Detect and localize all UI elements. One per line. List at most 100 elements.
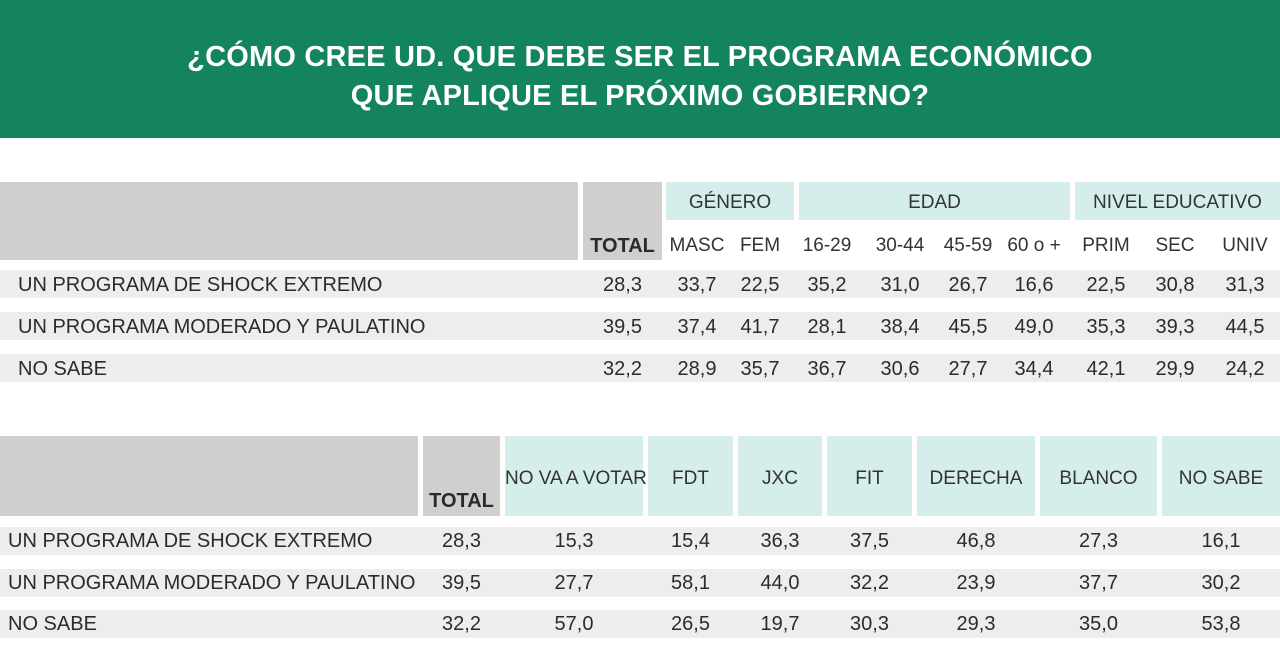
header-blank-cell — [0, 182, 578, 260]
data-cell: 35,0 — [1079, 613, 1118, 635]
data-cell: 15,4 — [671, 530, 710, 552]
data-cell: 27,7 — [948, 358, 988, 380]
data-cell: 42,1 — [1086, 358, 1126, 380]
data-cell: 44,5 — [1225, 316, 1265, 338]
column-header: 16-29 — [802, 235, 852, 256]
total-value: 28,3 — [442, 530, 481, 552]
group-header-label: GÉNERO — [688, 192, 772, 213]
row-label: UN PROGRAMA DE SHOCK EXTREMO — [8, 530, 373, 552]
column-header: NO VA A VOTAR — [505, 468, 647, 489]
data-cell: 53,8 — [1201, 613, 1241, 635]
data-cell: 30,6 — [880, 358, 920, 380]
data-cell: 37,5 — [850, 530, 889, 552]
data-cell: 30,2 — [1201, 572, 1241, 594]
row-label: NO SABE — [18, 358, 107, 380]
total-value: 28,3 — [603, 274, 642, 296]
data-cell: 26,5 — [671, 613, 710, 635]
chart-title: ¿CÓMO CREE UD. QUE DEBE SER EL PROGRAMA … — [0, 38, 1280, 116]
data-cell: 35,7 — [740, 358, 780, 380]
table-row — [0, 354, 1280, 382]
data-cell: 41,7 — [740, 316, 780, 338]
data-cell: 34,4 — [1014, 358, 1054, 380]
group-header-nivel — [1075, 182, 1280, 220]
column-header-cell — [648, 436, 733, 516]
data-cell: 57,0 — [554, 613, 594, 635]
column-header: 45-59 — [943, 235, 993, 256]
data-cell: 36,7 — [807, 358, 847, 380]
data-cell: 16,1 — [1201, 530, 1241, 552]
data-cell: 28,1 — [807, 316, 847, 338]
row-label: UN PROGRAMA DE SHOCK EXTREMO — [18, 274, 383, 296]
data-cell: 36,3 — [760, 530, 800, 552]
total-value: 39,5 — [442, 572, 481, 594]
column-header-cell — [1040, 436, 1157, 516]
table-row — [0, 270, 1280, 298]
total-value: 32,2 — [442, 613, 481, 635]
table-row — [0, 610, 1280, 638]
row-label: UN PROGRAMA MODERADO Y PAULATINO — [18, 316, 426, 338]
header-total-cell — [423, 436, 500, 516]
data-cell: 30,8 — [1155, 274, 1195, 296]
data-cell: 44,0 — [760, 572, 800, 594]
header-total-cell — [583, 182, 662, 260]
column-header: 60 o + — [1007, 235, 1061, 256]
column-header-cell — [827, 436, 912, 516]
table-row — [0, 569, 1280, 597]
row-label: NO SABE — [8, 613, 97, 635]
group-header-edad — [799, 182, 1070, 220]
data-cell: 22,5 — [1086, 274, 1126, 296]
data-cell: 15,3 — [554, 530, 594, 552]
data-cell: 46,8 — [956, 530, 996, 552]
title-line-1: ¿CÓMO CREE UD. QUE DEBE SER EL PROGRAMA … — [187, 41, 1093, 73]
column-header-cell — [738, 436, 822, 516]
data-cell: 26,7 — [948, 274, 988, 296]
total-column-header: TOTAL — [429, 490, 494, 512]
data-cell: 35,3 — [1086, 316, 1126, 338]
data-cell: 27,7 — [554, 572, 594, 594]
table-row — [0, 527, 1280, 555]
data-cell: 29,3 — [956, 613, 996, 635]
data-cell: 37,7 — [1079, 572, 1118, 594]
data-cell: 27,3 — [1079, 530, 1118, 552]
column-header: SEC — [1155, 235, 1195, 256]
column-header: MASC — [669, 235, 725, 256]
data-cell: 38,4 — [880, 316, 920, 338]
column-header: FIT — [855, 468, 884, 489]
title-line-2: QUE APLIQUE EL PRÓXIMO GOBIERNO? — [350, 80, 930, 112]
data-cell: 49,0 — [1014, 316, 1054, 338]
header-blank-cell — [0, 436, 418, 516]
column-header: BLANCO — [1059, 468, 1138, 489]
column-header: DERECHA — [929, 468, 1023, 489]
data-cell: 32,2 — [850, 572, 889, 594]
total-column-header: TOTAL — [590, 235, 655, 257]
group-header-label: NIVEL EDUCATIVO — [1093, 192, 1262, 213]
total-value: 39,5 — [603, 316, 642, 338]
column-header-cell — [505, 436, 643, 516]
data-cell: 16,6 — [1014, 274, 1054, 296]
data-cell: 37,4 — [677, 316, 717, 338]
data-cell: 39,3 — [1155, 316, 1195, 338]
column-header-cell — [917, 436, 1035, 516]
row-label: UN PROGRAMA MODERADO Y PAULATINO — [8, 572, 416, 594]
data-cell: 22,5 — [740, 274, 780, 296]
table-row — [0, 312, 1280, 340]
data-cell: 31,3 — [1225, 274, 1265, 296]
data-cell: 58,1 — [671, 572, 710, 594]
column-header: FDT — [672, 468, 709, 489]
column-header: 30-44 — [875, 235, 925, 256]
data-cell: 28,9 — [677, 358, 717, 380]
column-header: JXC — [762, 468, 798, 489]
column-header: FEM — [739, 235, 781, 256]
data-cell: 31,0 — [880, 274, 920, 296]
total-value: 32,2 — [603, 358, 642, 380]
column-header: UNIV — [1222, 235, 1268, 256]
group-header-label: EDAD — [908, 192, 961, 213]
data-cell: 33,7 — [677, 274, 717, 296]
data-cell: 30,3 — [850, 613, 889, 635]
column-header: NO SABE — [1178, 468, 1264, 489]
column-header-cell — [1162, 436, 1280, 516]
data-cell: 19,7 — [760, 613, 800, 635]
data-cell: 29,9 — [1155, 358, 1195, 380]
data-cell: 45,5 — [948, 316, 988, 338]
column-header: PRIM — [1082, 235, 1130, 256]
